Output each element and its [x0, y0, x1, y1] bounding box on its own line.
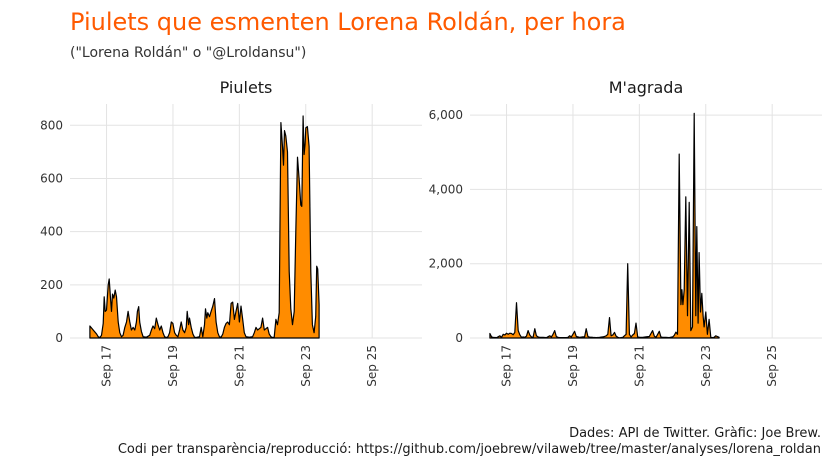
- x-tick-label: Sep 23: [699, 345, 713, 387]
- y-tick-label: 600: [40, 171, 63, 185]
- area-series: [489, 112, 720, 339]
- x-tick-label: Sep 19: [566, 345, 580, 387]
- facet-title: Piulets: [220, 78, 273, 97]
- facet-panel: Piulets 0 200 400 600 800 Sep 17 Sep 19 Sep 21 Se…: [40, 78, 422, 387]
- facets: Piulets 0 200 400 600 800 Sep 17 Sep 19 Sep 21 Se…: [40, 78, 822, 387]
- chart-subtitle: ("Lorena Roldán" o "@Lroldansu"): [70, 45, 306, 61]
- facet-title: M'agrada: [609, 78, 684, 97]
- chart-title: Piulets que esmenten Lorena Roldán, per …: [70, 8, 626, 36]
- facet-panel: M'agrada 0 2,000 4,000 6,000 Sep 17 Sep 19 Sep …: [429, 78, 822, 387]
- y-tick-label: 6,000: [429, 108, 463, 122]
- y-tick-label: 200: [40, 278, 63, 292]
- x-tick-label: Sep 21: [632, 345, 646, 387]
- caption-line2: Codi per transparència/reproducció: http…: [118, 442, 821, 457]
- x-tick-label: Sep 23: [299, 345, 313, 387]
- caption-line1: Dades: API de Twitter. Gràfic: Joe Brew.: [569, 426, 821, 441]
- y-tick-label: 4,000: [429, 182, 463, 196]
- x-tick-label: Sep 19: [166, 345, 180, 387]
- x-tick-label: Sep 25: [765, 345, 779, 387]
- y-tick-label: 800: [40, 118, 63, 132]
- x-tick-label: Sep 21: [232, 345, 246, 387]
- y-tick-label: 0: [55, 331, 63, 345]
- y-tick-label: 400: [40, 225, 63, 239]
- area-series: [89, 115, 320, 339]
- y-tick-label: 0: [455, 331, 463, 345]
- x-tick-label: Sep 25: [365, 345, 379, 387]
- x-tick-label: Sep 17: [100, 345, 114, 387]
- x-tick-label: Sep 17: [500, 345, 514, 387]
- y-tick-label: 2,000: [429, 257, 463, 271]
